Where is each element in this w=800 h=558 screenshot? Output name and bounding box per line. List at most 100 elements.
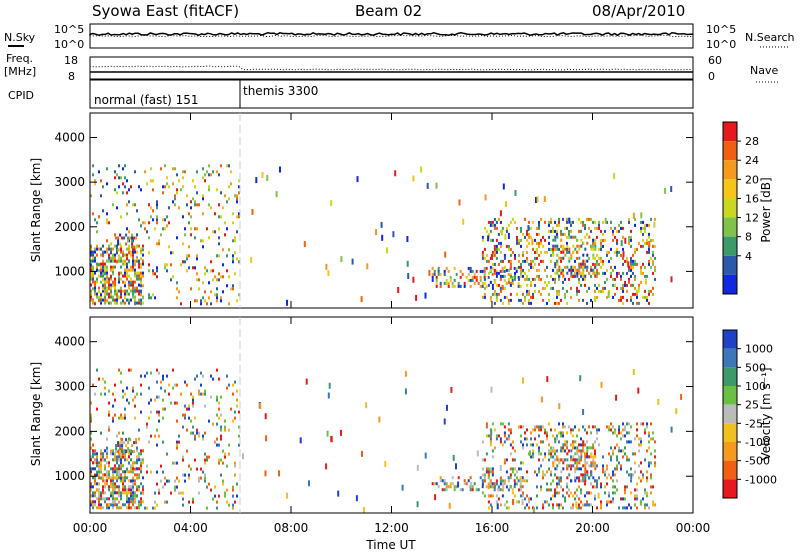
range-cell bbox=[130, 467, 132, 471]
range-cell bbox=[102, 262, 104, 266]
range-cell bbox=[489, 434, 492, 438]
range-cell bbox=[505, 226, 508, 230]
range-cell bbox=[654, 265, 656, 269]
range-cell bbox=[562, 431, 564, 435]
range-cell bbox=[186, 428, 188, 432]
range-cell bbox=[620, 277, 622, 281]
range-cell bbox=[499, 244, 502, 248]
range-cell bbox=[92, 259, 94, 263]
range-cell bbox=[538, 277, 540, 281]
range-cell bbox=[125, 242, 128, 246]
range-cell bbox=[156, 221, 158, 225]
range-cell bbox=[122, 289, 124, 293]
range-cell bbox=[232, 221, 234, 225]
range-cell bbox=[556, 223, 558, 227]
range-cell bbox=[138, 476, 140, 480]
range-cell bbox=[138, 458, 140, 462]
range-cell bbox=[526, 229, 528, 233]
range-cell bbox=[489, 470, 492, 474]
range-cell bbox=[275, 191, 278, 198]
range-cell bbox=[98, 506, 100, 510]
range-cell bbox=[501, 229, 503, 236]
range-cell bbox=[584, 259, 587, 263]
range-cell bbox=[132, 286, 134, 290]
range-cell bbox=[90, 266, 92, 270]
range-cell bbox=[580, 262, 583, 266]
range-cell bbox=[536, 241, 538, 245]
range-cell bbox=[140, 461, 142, 465]
range-cell bbox=[476, 450, 479, 457]
range-cell bbox=[544, 238, 546, 242]
colorbar-segment bbox=[723, 179, 737, 199]
range-cell bbox=[548, 488, 550, 492]
range-cell bbox=[158, 242, 160, 246]
range-cell bbox=[636, 497, 638, 501]
range-cell bbox=[234, 416, 236, 420]
range-cell bbox=[582, 476, 585, 480]
range-cell bbox=[528, 268, 530, 272]
range-cell bbox=[570, 220, 572, 224]
range-cell bbox=[106, 446, 108, 450]
range-cell bbox=[459, 275, 462, 279]
range-cell bbox=[162, 374, 164, 378]
range-cell bbox=[608, 428, 610, 432]
range-cell bbox=[208, 236, 210, 240]
range-cell bbox=[576, 464, 578, 468]
range-cell bbox=[614, 277, 616, 281]
range-cell bbox=[116, 244, 118, 248]
range-cell bbox=[532, 428, 534, 432]
range-cell bbox=[426, 182, 429, 189]
range-cell bbox=[584, 283, 586, 287]
range-cell bbox=[612, 470, 614, 474]
range-cell bbox=[214, 275, 216, 279]
range-cell bbox=[210, 488, 212, 492]
range-cell bbox=[465, 275, 468, 279]
range-cell bbox=[570, 253, 573, 257]
range-cell bbox=[503, 431, 506, 435]
range-cell bbox=[186, 383, 188, 387]
range-cell bbox=[578, 277, 580, 281]
range-cell bbox=[556, 464, 559, 468]
range-cell bbox=[130, 452, 132, 456]
range-cell bbox=[550, 470, 552, 474]
range-cell bbox=[526, 274, 528, 278]
range-cell bbox=[483, 272, 486, 276]
range-cell bbox=[136, 250, 138, 254]
range-cell bbox=[176, 476, 178, 480]
range-cell bbox=[92, 443, 94, 447]
range-cell bbox=[528, 298, 530, 302]
range-cell bbox=[90, 263, 92, 267]
range-cell bbox=[90, 470, 92, 474]
range-cell bbox=[509, 292, 512, 296]
range-cell bbox=[96, 280, 98, 284]
range-cell bbox=[132, 470, 134, 474]
range-cell bbox=[226, 254, 228, 258]
range-cell bbox=[578, 506, 580, 510]
range-cell bbox=[104, 386, 106, 390]
range-cell bbox=[96, 452, 98, 456]
range-cell bbox=[514, 467, 516, 471]
range-cell bbox=[218, 272, 220, 276]
range-cell bbox=[90, 295, 92, 299]
range-cell bbox=[140, 467, 142, 471]
range-cell bbox=[493, 488, 496, 492]
range-cell bbox=[130, 281, 132, 285]
range-cell bbox=[120, 458, 122, 462]
range-cell bbox=[202, 194, 204, 198]
range-cell bbox=[138, 488, 140, 492]
range-cell bbox=[610, 226, 612, 230]
range-cell bbox=[538, 241, 540, 245]
range-cell bbox=[586, 449, 589, 453]
range-cell bbox=[493, 268, 496, 272]
range-cell bbox=[485, 425, 488, 429]
range-cell bbox=[238, 293, 240, 297]
range-cell bbox=[520, 229, 522, 233]
range-cell bbox=[528, 506, 530, 510]
range-cell bbox=[172, 200, 174, 204]
beam-label: Beam 02 bbox=[355, 2, 422, 20]
range-cell bbox=[140, 293, 142, 297]
range-cell bbox=[122, 274, 124, 278]
range-cell bbox=[568, 250, 571, 254]
range-cell bbox=[250, 257, 253, 263]
